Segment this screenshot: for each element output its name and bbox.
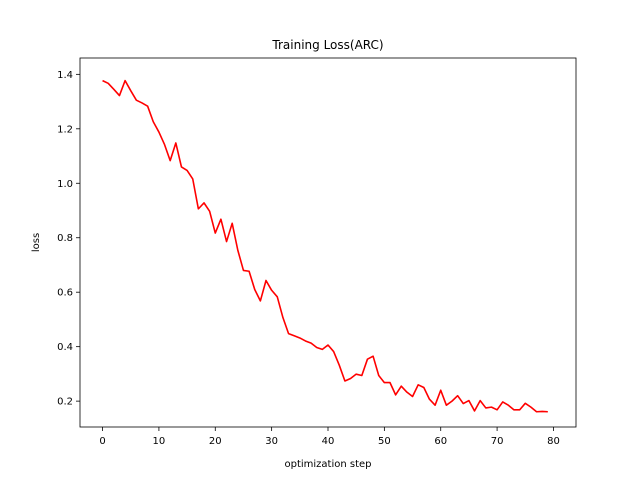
x-tick-label: 10 [153,436,166,447]
y-tick-label: 1.4 [57,70,73,81]
plot-frame [79,57,577,428]
y-tick-label: 0.2 [57,397,73,408]
y-tick-label: 0.8 [57,233,73,244]
y-tick-label: 1.0 [57,179,73,190]
y-tick-label: 1.2 [57,124,73,135]
x-tick-label: 0 [99,436,105,447]
x-tick-label: 20 [209,436,222,447]
series-layer [102,79,548,413]
x-axis-title: optimization step [284,459,371,470]
x-tick-label: 50 [378,436,391,447]
chart-title: Training Loss(ARC) [271,38,383,52]
x-tick-label: 80 [547,436,560,447]
y-tick-label: 0.6 [57,288,73,299]
series-line-0 [102,79,548,413]
x-tick-label: 40 [322,436,335,447]
x-tick-label: 60 [434,436,447,447]
y-tick-label: 0.4 [57,342,73,353]
y-axis-title: loss [31,233,42,252]
y-axis: 0.2 0.4 0.6 0.8 1.0 1.2 1.4 [57,70,80,408]
x-tick-label: 70 [491,436,504,447]
x-tick-label: 30 [265,436,278,447]
x-axis: 0 10 20 30 40 50 60 70 80 [99,427,560,447]
